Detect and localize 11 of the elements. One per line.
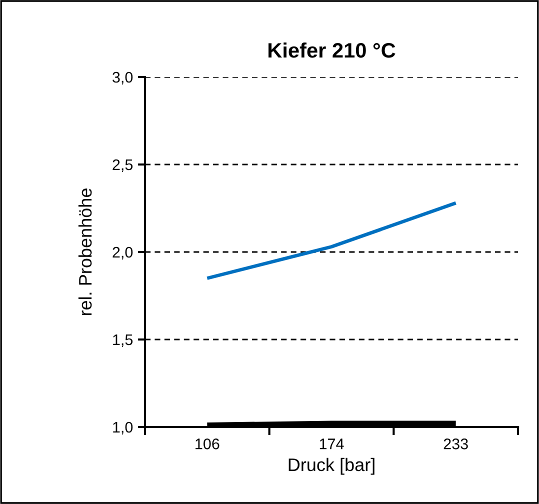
y-tick-label: 2,5 (112, 159, 133, 172)
y-tick-label: 1,0 (113, 422, 133, 434)
x-tick-label: 233 (444, 438, 468, 450)
x-tick-label: 106 (196, 438, 220, 450)
y-tick-label: 1,5 (113, 334, 133, 347)
chart-title: Kiefer 210 °C (268, 42, 396, 58)
x-axis-title: Druck [bar] (288, 458, 374, 475)
y-tick-label: 3,0 (112, 72, 133, 84)
x-tick-label: 174 (320, 438, 344, 450)
y-axis-title: rel. Probenhöhe (78, 188, 92, 316)
y-tick-label: 2,0 (112, 246, 133, 260)
